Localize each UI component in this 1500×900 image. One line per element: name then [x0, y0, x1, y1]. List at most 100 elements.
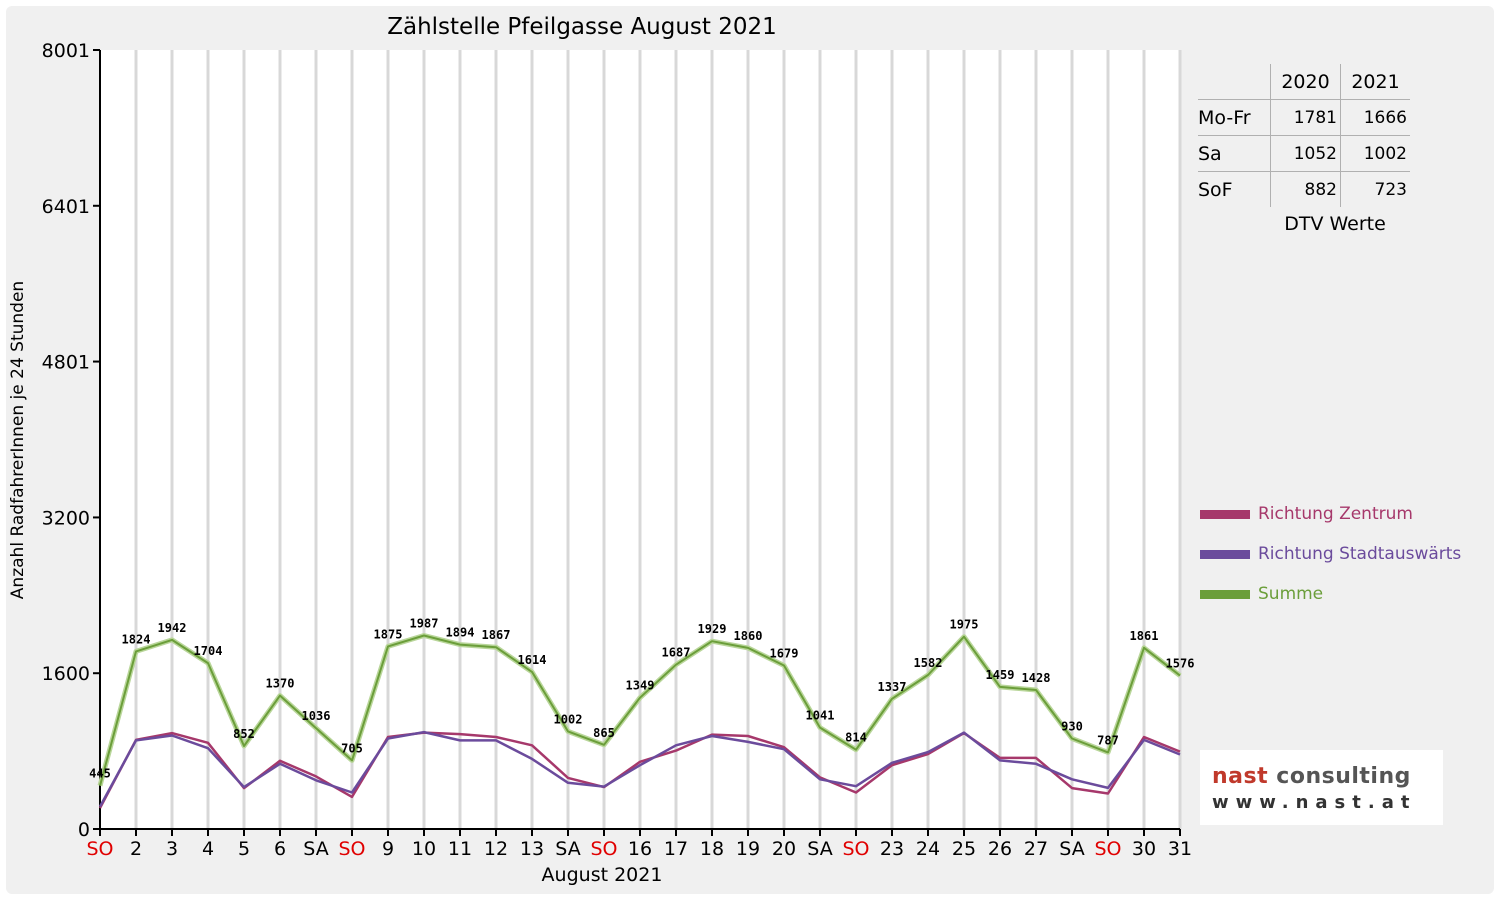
- x-tick-label: 23: [880, 838, 904, 860]
- dtv-caption: DTV Werte: [1284, 213, 1386, 235]
- data-label: 1875: [374, 627, 403, 641]
- data-label: 1459: [986, 668, 1015, 682]
- x-tick-label: SO: [590, 838, 617, 860]
- x-tick-label: 16: [628, 838, 652, 860]
- x-tick-label: 3: [166, 838, 178, 860]
- legend-item-stadtauswaerts: Richtung Stadtauswärts: [1200, 534, 1461, 574]
- x-tick-label: 13: [520, 838, 544, 860]
- data-label: 1687: [662, 646, 691, 660]
- x-tick-label: SO: [338, 838, 365, 860]
- x-tick-label: 12: [484, 838, 508, 860]
- data-label: 787: [1097, 733, 1119, 747]
- data-label: 1929: [698, 622, 727, 636]
- data-label: 1894: [446, 626, 475, 640]
- data-label: 1036: [302, 709, 331, 723]
- x-tick-label: 26: [988, 838, 1012, 860]
- legend-label: Richtung Stadtauswärts: [1258, 544, 1462, 564]
- x-tick-label: 4: [202, 838, 214, 860]
- data-label: 1576: [1166, 657, 1195, 671]
- dtv-header-empty: [1198, 64, 1271, 100]
- data-label: 930: [1061, 719, 1083, 733]
- x-tick-label: SO: [842, 838, 869, 860]
- legend-item-zentrum: Richtung Zentrum: [1200, 494, 1461, 534]
- data-label: 865: [593, 726, 615, 740]
- data-label: 1679: [770, 647, 799, 661]
- logo-wordmark-rest: consulting: [1276, 764, 1411, 789]
- x-tick-label: 9: [382, 838, 394, 860]
- company-logo: nast consulting www.nast.at: [1200, 750, 1443, 825]
- dtv-table: 2020 2021 Mo-Fr 1781 1666 Sa 1052 1002 S…: [1198, 64, 1472, 235]
- data-label: 1041: [806, 709, 835, 723]
- x-tick-label: 11: [448, 838, 472, 860]
- x-tick-label: SA: [303, 838, 328, 860]
- logo-url: www.nast.at: [1212, 792, 1417, 813]
- logo-wordmark: nast consulting: [1212, 764, 1411, 789]
- data-label: 1824: [122, 632, 151, 646]
- data-label: 1861: [1130, 629, 1159, 643]
- dtv-row-label: Mo-Fr: [1198, 99, 1271, 136]
- legend-swatch: [1200, 509, 1250, 519]
- x-tick-label: 17: [664, 838, 688, 860]
- x-tick-label: 31: [1168, 838, 1192, 860]
- dtv-header-2021: 2021: [1340, 64, 1410, 100]
- dtv-row-label: Sa: [1198, 135, 1271, 172]
- dtv-value: 1666: [1340, 99, 1410, 136]
- data-label: 445: [89, 767, 111, 781]
- legend-item-summe: Summe: [1200, 574, 1461, 614]
- series-line-1: [98, 730, 1181, 808]
- dtv-value: 1002: [1340, 135, 1410, 172]
- y-tick-label: 8001: [42, 40, 90, 62]
- legend-swatch: [1200, 549, 1250, 559]
- data-label: 1942: [158, 621, 187, 635]
- x-tick-label: SO: [1094, 838, 1121, 860]
- dtv-value: 723: [1340, 171, 1410, 207]
- x-tick-label: 24: [916, 838, 940, 860]
- dtv-row-mofr: Mo-Fr 1781 1666: [1198, 99, 1410, 136]
- data-label: 1370: [266, 677, 295, 691]
- x-tick-label: SA: [555, 838, 580, 860]
- data-label: 1860: [734, 629, 763, 643]
- data-label: 1428: [1022, 671, 1051, 685]
- data-label: 852: [233, 727, 255, 741]
- x-tick-label: 19: [736, 838, 760, 860]
- legend-label: Richtung Zentrum: [1258, 504, 1413, 524]
- x-tick-label: SA: [1059, 838, 1084, 860]
- dtv-row-label: SoF: [1198, 171, 1271, 207]
- x-tick-label: SO: [86, 838, 113, 860]
- dtv-value: 1781: [1270, 99, 1341, 136]
- dtv-value: 882: [1270, 171, 1341, 207]
- series-line-0: [98, 731, 1181, 809]
- x-tick-label: 20: [772, 838, 796, 860]
- series-line-2: [99, 634, 1181, 786]
- dtv-row-sof: SoF 882 723: [1198, 171, 1410, 207]
- data-label: 1975: [950, 618, 979, 632]
- x-tick-label: 27: [1024, 838, 1048, 860]
- data-label: 1002: [554, 712, 583, 726]
- x-tick-label: 25: [952, 838, 976, 860]
- dtv-row-sa: Sa 1052 1002: [1198, 135, 1410, 172]
- data-label: 1337: [878, 680, 907, 694]
- y-tick-label: 1600: [42, 663, 90, 685]
- legend-swatch: [1200, 589, 1250, 599]
- dtv-header-2020: 2020: [1270, 64, 1341, 100]
- data-label: 1867: [482, 628, 511, 642]
- x-tick-label: 18: [700, 838, 724, 860]
- dtv-value: 1052: [1270, 135, 1341, 172]
- x-tick-label: 10: [412, 838, 436, 860]
- y-tick-label: 0: [78, 819, 90, 841]
- data-label: 1704: [194, 644, 223, 658]
- x-tick-label: 30: [1132, 838, 1156, 860]
- y-tick-label: 4801: [42, 352, 90, 374]
- x-tick-label: 6: [274, 838, 286, 860]
- x-tick-label: 2: [130, 838, 142, 860]
- data-label: 1614: [518, 653, 547, 667]
- data-label: 1582: [914, 656, 943, 670]
- y-tick-label: 3200: [42, 507, 90, 529]
- data-label: 1987: [410, 617, 439, 631]
- x-axis-label: August 2021: [541, 864, 663, 886]
- x-tick-label: SA: [807, 838, 832, 860]
- data-label: 814: [845, 731, 867, 745]
- legend: Richtung Zentrum Richtung Stadtauswärts …: [1200, 494, 1461, 614]
- logo-wordmark-accent: nast: [1212, 764, 1269, 789]
